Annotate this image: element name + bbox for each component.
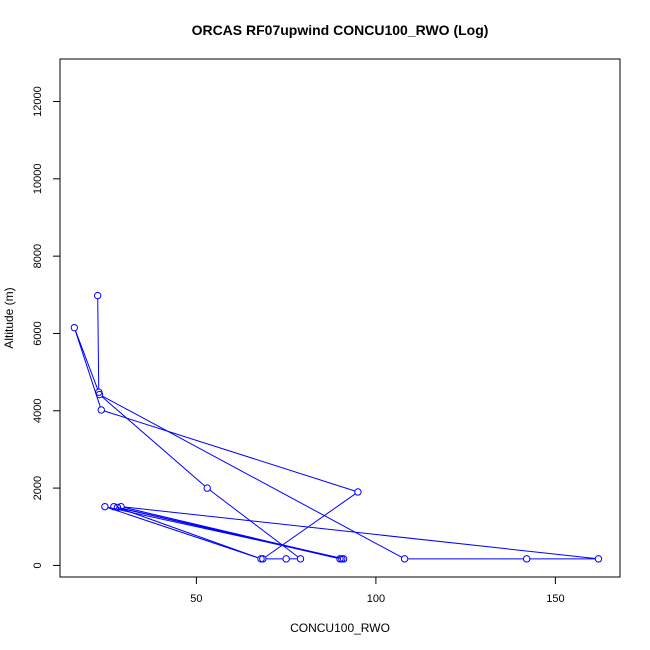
series-segment [124,506,596,559]
y-tick-label: 0 [32,562,44,568]
series-segment [101,396,206,487]
series-segment [75,330,99,390]
data-point [282,555,290,563]
data-point [117,502,125,511]
data-point [336,555,344,563]
series-layer [70,291,603,563]
y-tick-label: 6000 [32,321,44,345]
x-tick-label: 150 [546,593,564,605]
data-point [70,323,79,332]
data-point [257,555,265,563]
data-point [354,488,362,496]
series-segment [209,489,299,558]
series-segment [107,507,259,559]
y-tick-label: 10000 [32,164,44,195]
data-point [296,555,305,563]
data-point [594,555,603,563]
series-segment [120,508,259,559]
x-axis: 50 100 150 [190,576,565,605]
data-point [97,406,105,414]
y-tick-label: 12000 [32,86,44,117]
data-point [339,555,348,563]
y-tick-label: 8000 [32,244,44,268]
plot-frame [59,58,621,578]
series-segment [102,395,403,558]
data-point [113,503,122,512]
x-axis-label: CONCU100_RWO [290,621,390,635]
x-tick-label: 100 [367,593,385,605]
series-segment [97,298,100,390]
y-tick-label: 2000 [32,476,44,500]
data-point [522,555,531,563]
data-point [101,502,109,511]
series-segment [120,507,337,559]
data-point [203,484,211,492]
chart-title: ORCAS RF07upwind CONCU100_RWO (Log) [192,22,489,38]
y-tick-label: 4000 [32,399,44,423]
series-segment [265,493,356,558]
y-axis-label: Altitude (m) [2,287,16,348]
series-segment [104,410,356,492]
y-axis: 0 2000 4000 6000 8000 10000 12000 [32,86,61,568]
data-point [400,555,409,563]
data-point [95,390,104,399]
data-point [93,291,102,300]
x-tick-label: 50 [190,593,202,605]
data-point [110,502,118,511]
